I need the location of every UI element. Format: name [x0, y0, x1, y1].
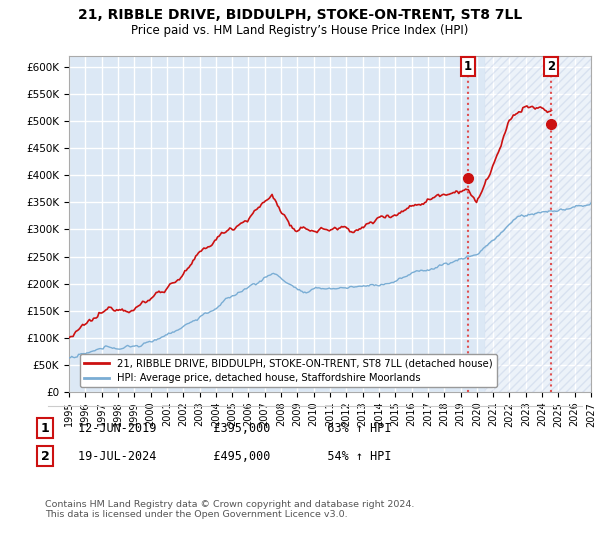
Text: 1: 1: [41, 422, 49, 435]
Text: 1: 1: [464, 60, 472, 73]
Text: 2: 2: [547, 60, 555, 73]
Legend: 21, RIBBLE DRIVE, BIDDULPH, STOKE-ON-TRENT, ST8 7LL (detached house), HPI: Avera: 21, RIBBLE DRIVE, BIDDULPH, STOKE-ON-TRE…: [80, 354, 497, 387]
Text: 12-JUN-2019        £395,000        63% ↑ HPI: 12-JUN-2019 £395,000 63% ↑ HPI: [78, 422, 392, 435]
Text: Price paid vs. HM Land Registry’s House Price Index (HPI): Price paid vs. HM Land Registry’s House …: [131, 24, 469, 36]
Text: Contains HM Land Registry data © Crown copyright and database right 2024.
This d: Contains HM Land Registry data © Crown c…: [45, 500, 415, 519]
Bar: [485, 56, 591, 392]
Text: 2: 2: [41, 450, 49, 463]
Text: 21, RIBBLE DRIVE, BIDDULPH, STOKE-ON-TRENT, ST8 7LL: 21, RIBBLE DRIVE, BIDDULPH, STOKE-ON-TRE…: [78, 8, 522, 22]
Text: 19-JUL-2024        £495,000        54% ↑ HPI: 19-JUL-2024 £495,000 54% ↑ HPI: [78, 450, 392, 463]
